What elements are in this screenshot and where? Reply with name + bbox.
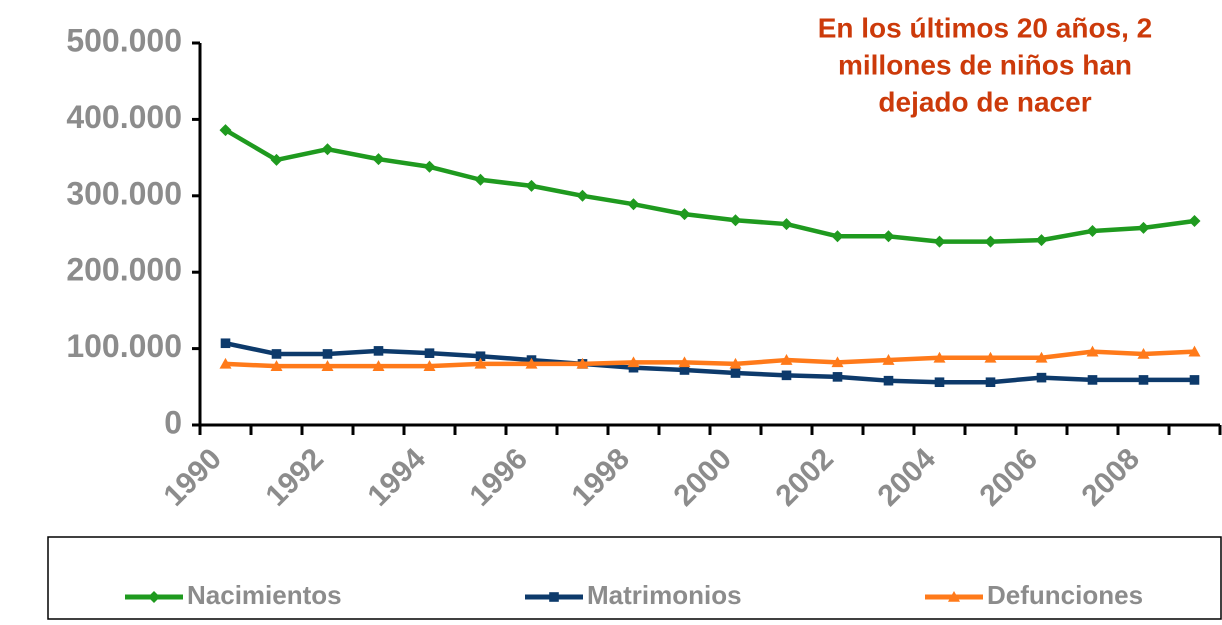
marker: [322, 349, 333, 359]
marker: [576, 189, 589, 202]
y-tick-label: 100.000: [66, 328, 182, 364]
y-tick-label: 300.000: [66, 175, 182, 211]
marker: [729, 357, 742, 369]
marker: [1138, 375, 1149, 385]
marker: [1087, 375, 1098, 385]
marker: [934, 377, 945, 388]
marker: [424, 348, 435, 358]
marker: [474, 357, 487, 369]
marker: [1036, 372, 1047, 383]
x-tick-label: 1994: [362, 442, 433, 513]
marker: [984, 351, 997, 363]
x-tick-label: 2000: [668, 442, 739, 513]
x-tick-label: 2008: [1076, 442, 1147, 513]
marker: [372, 153, 385, 166]
marker: [372, 360, 385, 371]
marker: [832, 372, 843, 382]
marker: [1188, 345, 1201, 357]
y-tick-label: 200.000: [66, 252, 182, 288]
marker: [148, 591, 160, 603]
x-tick-label: 2006: [974, 442, 1045, 513]
marker: [549, 592, 559, 602]
marker: [882, 354, 895, 365]
marker: [627, 198, 640, 211]
x-tick-label: 2004: [872, 442, 943, 513]
marker: [321, 143, 334, 156]
marker: [628, 362, 639, 373]
marker: [270, 153, 283, 166]
marker: [270, 360, 283, 371]
x-tick-label: 1990: [158, 442, 229, 513]
annotation: millones de niños han: [838, 49, 1132, 80]
marker: [1137, 221, 1150, 234]
marker: [1086, 224, 1099, 237]
y-tick-label: 0: [164, 404, 182, 440]
x-tick-label: 1992: [260, 442, 331, 513]
marker: [423, 360, 436, 371]
marker: [781, 370, 792, 381]
marker: [984, 235, 997, 248]
marker: [933, 351, 946, 363]
line: [225, 341, 1195, 385]
marker: [678, 208, 691, 221]
line: [224, 128, 1195, 244]
marker: [948, 591, 960, 602]
marker: [525, 357, 538, 369]
marker: [831, 230, 844, 243]
marker: [576, 357, 589, 369]
legend-box: [47, 536, 1222, 620]
marker: [219, 357, 232, 369]
marker: [423, 160, 436, 173]
marker: [933, 235, 946, 248]
marker: [679, 365, 690, 375]
x-tick-label: 1996: [464, 442, 535, 513]
marker: [220, 338, 231, 349]
marker: [678, 356, 691, 368]
marker: [321, 360, 334, 371]
marker: [1035, 234, 1048, 247]
marker: [474, 173, 487, 186]
marker: [627, 356, 640, 368]
marker: [780, 218, 793, 231]
x-tick-label: 2002: [770, 442, 841, 513]
marker: [831, 356, 844, 368]
line: [225, 349, 1195, 369]
marker: [883, 375, 894, 386]
marker: [1086, 345, 1099, 357]
annotation: dejado de nacer: [878, 86, 1091, 117]
marker: [271, 349, 282, 359]
y-tick-label: 400.000: [66, 99, 182, 135]
marker: [729, 214, 742, 227]
marker: [1188, 215, 1201, 228]
marker: [780, 354, 793, 365]
legend-label: Nacimientos: [187, 580, 342, 610]
marker: [525, 179, 538, 192]
legend-label: Defunciones: [987, 580, 1143, 610]
marker: [373, 346, 384, 356]
annotation: En los últimos 20 años, 2: [818, 12, 1153, 43]
marker: [475, 351, 486, 362]
marker: [1137, 347, 1150, 359]
x-tick-label: 1998: [566, 442, 637, 513]
marker: [882, 230, 895, 243]
marker: [985, 377, 996, 388]
y-tick-label: 500.000: [66, 22, 182, 58]
marker: [730, 368, 741, 378]
marker: [219, 124, 232, 137]
legend-label: Matrimonios: [587, 580, 742, 610]
marker: [1035, 351, 1048, 363]
marker: [1189, 375, 1200, 385]
